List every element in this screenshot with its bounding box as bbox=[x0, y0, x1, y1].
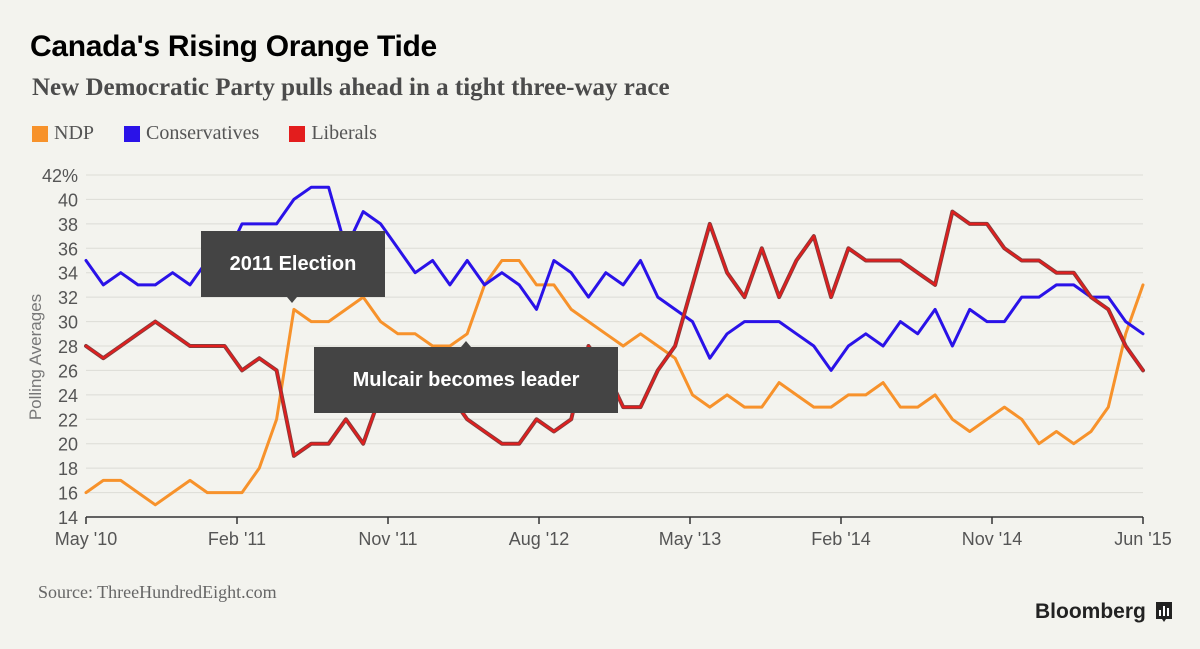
legend-item-liberals: Liberals bbox=[289, 122, 377, 145]
y-tick-label-40: 40 bbox=[58, 190, 78, 210]
y-tick-label-20: 20 bbox=[58, 435, 78, 455]
y-tick-label-36: 36 bbox=[58, 239, 78, 259]
x-tick-label-5: Feb '14 bbox=[811, 529, 870, 549]
y-tick-label-18: 18 bbox=[58, 459, 78, 479]
x-tick-label-3: Aug '12 bbox=[509, 529, 570, 549]
y-tick-label-26: 26 bbox=[58, 361, 78, 381]
y-tick-label-28: 28 bbox=[58, 337, 78, 357]
y-tick-label-38: 38 bbox=[58, 215, 78, 235]
x-tick-label-6: Nov '14 bbox=[962, 529, 1022, 549]
x-tick-label-0: May '10 bbox=[55, 529, 117, 549]
series-line-ndp bbox=[84, 259, 1145, 507]
x-tick-label-7: Jun '15 bbox=[1114, 529, 1171, 549]
legend-label-conservatives: Conservatives bbox=[146, 122, 260, 144]
source-note: Source: ThreeHundredEight.com bbox=[38, 582, 277, 602]
y-tick-label-24: 24 bbox=[58, 386, 78, 406]
y-axis-title: Polling Averages bbox=[26, 294, 45, 420]
legend: NDP Conservatives Liberals bbox=[32, 122, 377, 145]
x-tick-label-1: Feb '11 bbox=[208, 529, 266, 549]
legend-label-ndp: NDP bbox=[54, 122, 95, 144]
brand-name: Bloomberg bbox=[1035, 600, 1146, 623]
y-tick-label-32: 32 bbox=[58, 288, 78, 308]
x-tick-label-2: Nov '11 bbox=[358, 529, 417, 549]
y-tick-label-22: 22 bbox=[58, 410, 78, 430]
y-tick-label-16: 16 bbox=[58, 484, 78, 504]
y-tick-label-30: 30 bbox=[58, 313, 78, 333]
legend-swatch-liberals bbox=[289, 125, 306, 142]
y-tick-label-34: 34 bbox=[58, 264, 78, 284]
chart-title: Canada's Rising Orange Tide bbox=[30, 30, 437, 63]
legend-item-conservatives: Conservatives bbox=[124, 122, 259, 145]
bloomberg-chart-icon bbox=[1155, 602, 1172, 622]
brand-logo: Bloomberg bbox=[1035, 600, 1174, 624]
chart-subtitle: New Democratic Party pulls ahead in a ti… bbox=[32, 74, 670, 101]
y-tick-label-14: 14 bbox=[58, 508, 78, 528]
legend-swatch-conservatives bbox=[124, 125, 141, 142]
annotation-mulcair-leader: Mulcair becomes leader bbox=[314, 341, 618, 413]
annotation-2011-election: 2011 Election bbox=[201, 231, 385, 303]
y-tick-label-42: 42% bbox=[42, 166, 78, 186]
legend-swatch-ndp bbox=[32, 125, 48, 142]
legend-label-liberals: Liberals bbox=[311, 122, 377, 144]
series-line-conservatives bbox=[84, 185, 1145, 372]
legend-item-ndp: NDP bbox=[32, 122, 94, 145]
x-tick-label-4: May '13 bbox=[659, 529, 721, 549]
